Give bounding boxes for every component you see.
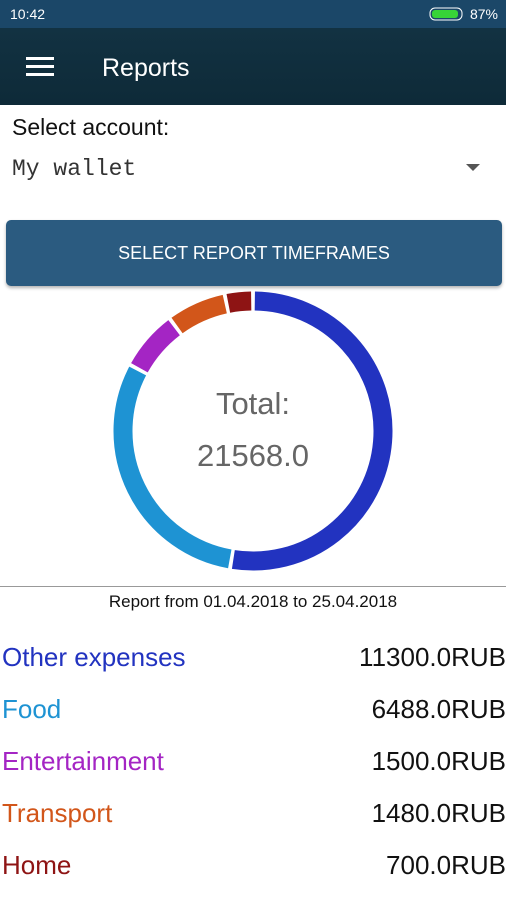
category-row[interactable]: Other expenses 11300.0RUB bbox=[0, 632, 506, 684]
category-amount: 6488.0RUB bbox=[371, 694, 506, 724]
category-name: Other expenses bbox=[2, 642, 186, 672]
category-name: Transport bbox=[2, 798, 113, 828]
category-amount: 1500.0RUB bbox=[371, 746, 506, 776]
menu-button[interactable] bbox=[26, 56, 54, 78]
status-bar: 10:42 87% bbox=[0, 0, 506, 28]
title: Reports bbox=[102, 54, 190, 82]
category-amount: 1480.0RUB bbox=[371, 798, 506, 828]
time: 10:42 bbox=[10, 6, 46, 22]
battery: 87% bbox=[469, 6, 498, 22]
battery-icon bbox=[429, 7, 463, 21]
donut-segment bbox=[226, 291, 252, 313]
account-spinner[interactable]: My wallet bbox=[0, 148, 506, 192]
category-name: Entertainment bbox=[2, 746, 164, 776]
category-row[interactable]: Entertainment 1500.0RUB bbox=[0, 736, 506, 788]
app-bar: Reports bbox=[0, 28, 506, 105]
category-row[interactable]: Food 6488.0RUB bbox=[0, 684, 506, 736]
category-name: Home bbox=[2, 850, 72, 880]
donut-segment bbox=[231, 291, 393, 571]
donut-segment bbox=[171, 294, 228, 334]
donut-segment bbox=[113, 366, 232, 569]
total-label: Total: bbox=[216, 386, 290, 421]
donut-chart: Total: 21568.0 bbox=[113, 291, 393, 571]
dropdown-arrow bbox=[466, 164, 480, 171]
category-row[interactable]: Home 700.0RUB bbox=[0, 840, 506, 892]
donut-segment bbox=[131, 320, 181, 373]
account-value: My wallet bbox=[12, 156, 137, 182]
category-name: Food bbox=[2, 694, 62, 724]
report-range: Report from 01.04.2018 to 25.04.2018 bbox=[108, 592, 398, 611]
category-row[interactable]: Transport 1480.0RUB bbox=[0, 788, 506, 840]
divider bbox=[0, 586, 506, 587]
timeframe-button[interactable]: SELECT REPORT TIMEFRAMES bbox=[6, 220, 502, 286]
category-amount: 700.0RUB bbox=[386, 850, 506, 880]
account-label: Select account: bbox=[12, 114, 170, 140]
button-label: SELECT REPORT TIMEFRAMES bbox=[118, 242, 390, 263]
category-amount: 11300.0RUB bbox=[359, 642, 506, 672]
total-value: 21568.0 bbox=[197, 438, 309, 473]
